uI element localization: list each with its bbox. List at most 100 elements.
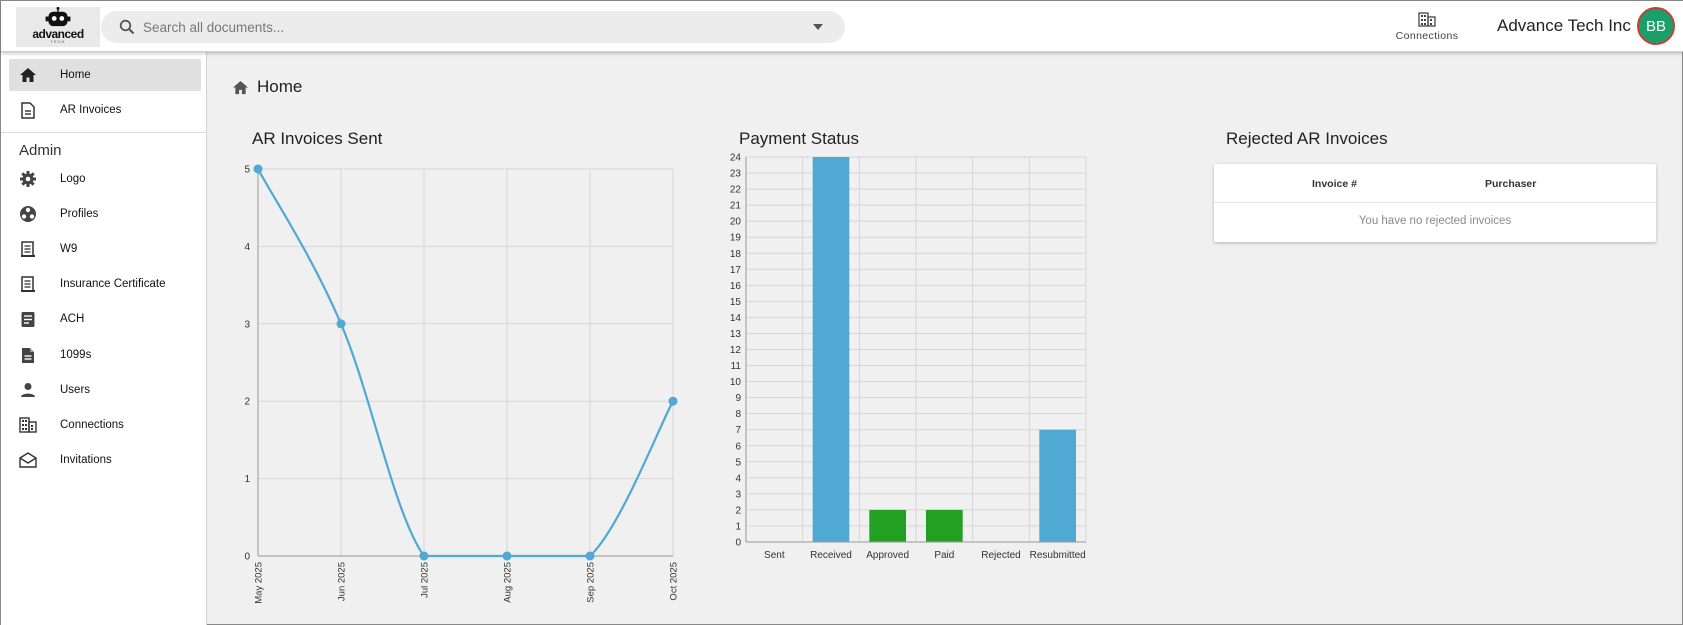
data-point bbox=[336, 319, 346, 329]
sidebar-item-logo[interactable]: Logo bbox=[9, 163, 201, 195]
rejected-ar-invoices-title: Rejected AR Invoices bbox=[1226, 129, 1388, 148]
sidebar-item-users[interactable]: Users bbox=[9, 374, 201, 406]
sidebar-item-ach[interactable]: ACH bbox=[9, 303, 201, 335]
sidebar-item-label: Insurance Certificate bbox=[60, 278, 166, 290]
y-tick-label: 18 bbox=[730, 249, 742, 260]
y-tick-label: 4 bbox=[244, 242, 250, 253]
sidebar-item-connections[interactable]: Connections bbox=[9, 409, 201, 441]
home-icon bbox=[17, 64, 39, 86]
x-tick-label: Aug 2025 bbox=[503, 562, 514, 603]
y-tick-label: 21 bbox=[730, 201, 742, 212]
y-tick-label: 9 bbox=[735, 393, 741, 404]
data-point bbox=[668, 396, 678, 406]
connections-label: Connections bbox=[1395, 30, 1459, 42]
y-tick-label: 1 bbox=[244, 474, 250, 485]
home-icon bbox=[233, 80, 248, 94]
y-tick-label: 15 bbox=[730, 297, 742, 308]
search-bar[interactable] bbox=[101, 11, 845, 43]
empty-state-text: You have no rejected invoices bbox=[1358, 215, 1512, 227]
y-tick-label: 7 bbox=[735, 425, 741, 436]
sidebar-item-w9[interactable]: W9 bbox=[9, 233, 201, 265]
y-tick-label: 20 bbox=[730, 217, 742, 228]
1099-document-icon bbox=[17, 344, 39, 366]
rejected-invoices-table: Invoice # Purchaser You have no rejected… bbox=[1214, 164, 1656, 242]
y-tick-label: 16 bbox=[730, 281, 742, 292]
bar bbox=[926, 509, 963, 542]
sidebar-item-profiles[interactable]: Profiles bbox=[9, 198, 201, 230]
ar-invoices-line-chart: 0 1 2 3 4 5 May 2025 Jun 2025 Jul 2025 Aug 2025 Se… bbox=[244, 164, 680, 604]
sidebar-item-ar-invoices[interactable]: AR Invoices bbox=[9, 94, 201, 126]
series-line bbox=[257, 168, 674, 558]
x-tick-label: Received bbox=[810, 550, 852, 561]
x-tick-label: May 2025 bbox=[254, 562, 265, 604]
sidebar-item-label: Home bbox=[60, 69, 91, 81]
sidebar-item-label: W9 bbox=[60, 243, 78, 255]
y-tick-label: 17 bbox=[730, 265, 742, 276]
admin-heading: Admin bbox=[19, 142, 62, 159]
sidebar-item-label: 1099s bbox=[60, 349, 92, 361]
bar bbox=[1039, 429, 1076, 542]
y-tick-label: 2 bbox=[244, 397, 250, 408]
sidebar-item-label: Profiles bbox=[60, 208, 99, 220]
ach-document-icon bbox=[17, 308, 39, 330]
sidebar-item-invitations[interactable]: Invitations bbox=[9, 444, 201, 476]
top-bar: advanced TECH Connections Advance Tech I… bbox=[1, 1, 1683, 52]
data-point bbox=[419, 551, 429, 561]
y-tick-label: 5 bbox=[244, 165, 250, 176]
column-header-invoice[interactable]: Invoice # bbox=[1312, 178, 1357, 190]
sidebar-item-1099s[interactable]: 1099s bbox=[9, 339, 201, 371]
ar-invoices-sent-title: AR Invoices Sent bbox=[252, 129, 383, 148]
profiles-icon bbox=[17, 203, 39, 225]
y-tick-label: 5 bbox=[735, 457, 741, 468]
search-icon bbox=[119, 19, 135, 35]
y-tick-label: 24 bbox=[730, 153, 742, 164]
sidebar-item-label: Invitations bbox=[60, 454, 112, 466]
breadcrumb: Home bbox=[232, 77, 302, 97]
logo-subtext: TECH bbox=[50, 39, 66, 44]
column-header-purchaser[interactable]: Purchaser bbox=[1485, 178, 1537, 190]
data-point bbox=[253, 164, 263, 174]
building-icon bbox=[17, 414, 39, 436]
x-tick-label: Sent bbox=[764, 550, 785, 561]
y-tick-label: 10 bbox=[730, 377, 742, 388]
y-tick-label: 13 bbox=[730, 329, 742, 340]
company-logo[interactable]: advanced TECH bbox=[16, 7, 100, 47]
sidebar-item-label: ACH bbox=[60, 313, 85, 325]
connections-button[interactable]: Connections bbox=[1391, 12, 1463, 42]
y-tick-label: 3 bbox=[735, 489, 741, 500]
y-tick-label: 11 bbox=[731, 361, 742, 372]
y-tick-label: 2 bbox=[735, 505, 741, 516]
sidebar-divider bbox=[1, 132, 207, 133]
table-divider bbox=[1214, 202, 1656, 203]
data-point bbox=[502, 551, 512, 561]
sidebar-item-label: AR Invoices bbox=[60, 104, 122, 116]
avatar[interactable]: BB bbox=[1637, 7, 1675, 45]
x-tick-label: Jul 2025 bbox=[420, 562, 431, 598]
y-tick-label: 8 bbox=[735, 409, 741, 420]
x-tick-label: Resubmitted bbox=[1030, 550, 1086, 561]
certificate-icon bbox=[17, 273, 39, 295]
bar bbox=[869, 509, 906, 542]
y-tick-label: 19 bbox=[730, 233, 742, 244]
y-tick-label: 22 bbox=[730, 185, 742, 196]
building-icon bbox=[1418, 12, 1436, 27]
x-tick-label: Sep 2025 bbox=[586, 562, 597, 603]
envelope-icon bbox=[17, 449, 39, 471]
bar bbox=[812, 157, 850, 542]
y-tick-label: 23 bbox=[730, 169, 742, 180]
x-tick-label: Rejected bbox=[981, 550, 1020, 561]
sidebar-item-label: Logo bbox=[60, 173, 86, 185]
data-point bbox=[585, 551, 595, 561]
sidebar-item-insurance-certificate[interactable]: Insurance Certificate bbox=[9, 268, 201, 300]
robot-logo-icon bbox=[45, 7, 71, 27]
x-tick-label: Oct 2025 bbox=[669, 562, 680, 601]
sidebar-item-label: Users bbox=[60, 384, 91, 396]
search-dropdown-icon[interactable] bbox=[813, 24, 823, 30]
y-tick-label: 0 bbox=[735, 538, 741, 549]
sidebar: Home AR Invoices Admin Logo Profiles W9 … bbox=[1, 52, 207, 625]
search-input[interactable] bbox=[143, 19, 803, 35]
y-tick-label: 4 bbox=[735, 473, 741, 484]
form-icon bbox=[17, 238, 39, 260]
sidebar-item-home[interactable]: Home bbox=[9, 59, 201, 91]
gear-icon bbox=[17, 168, 39, 190]
